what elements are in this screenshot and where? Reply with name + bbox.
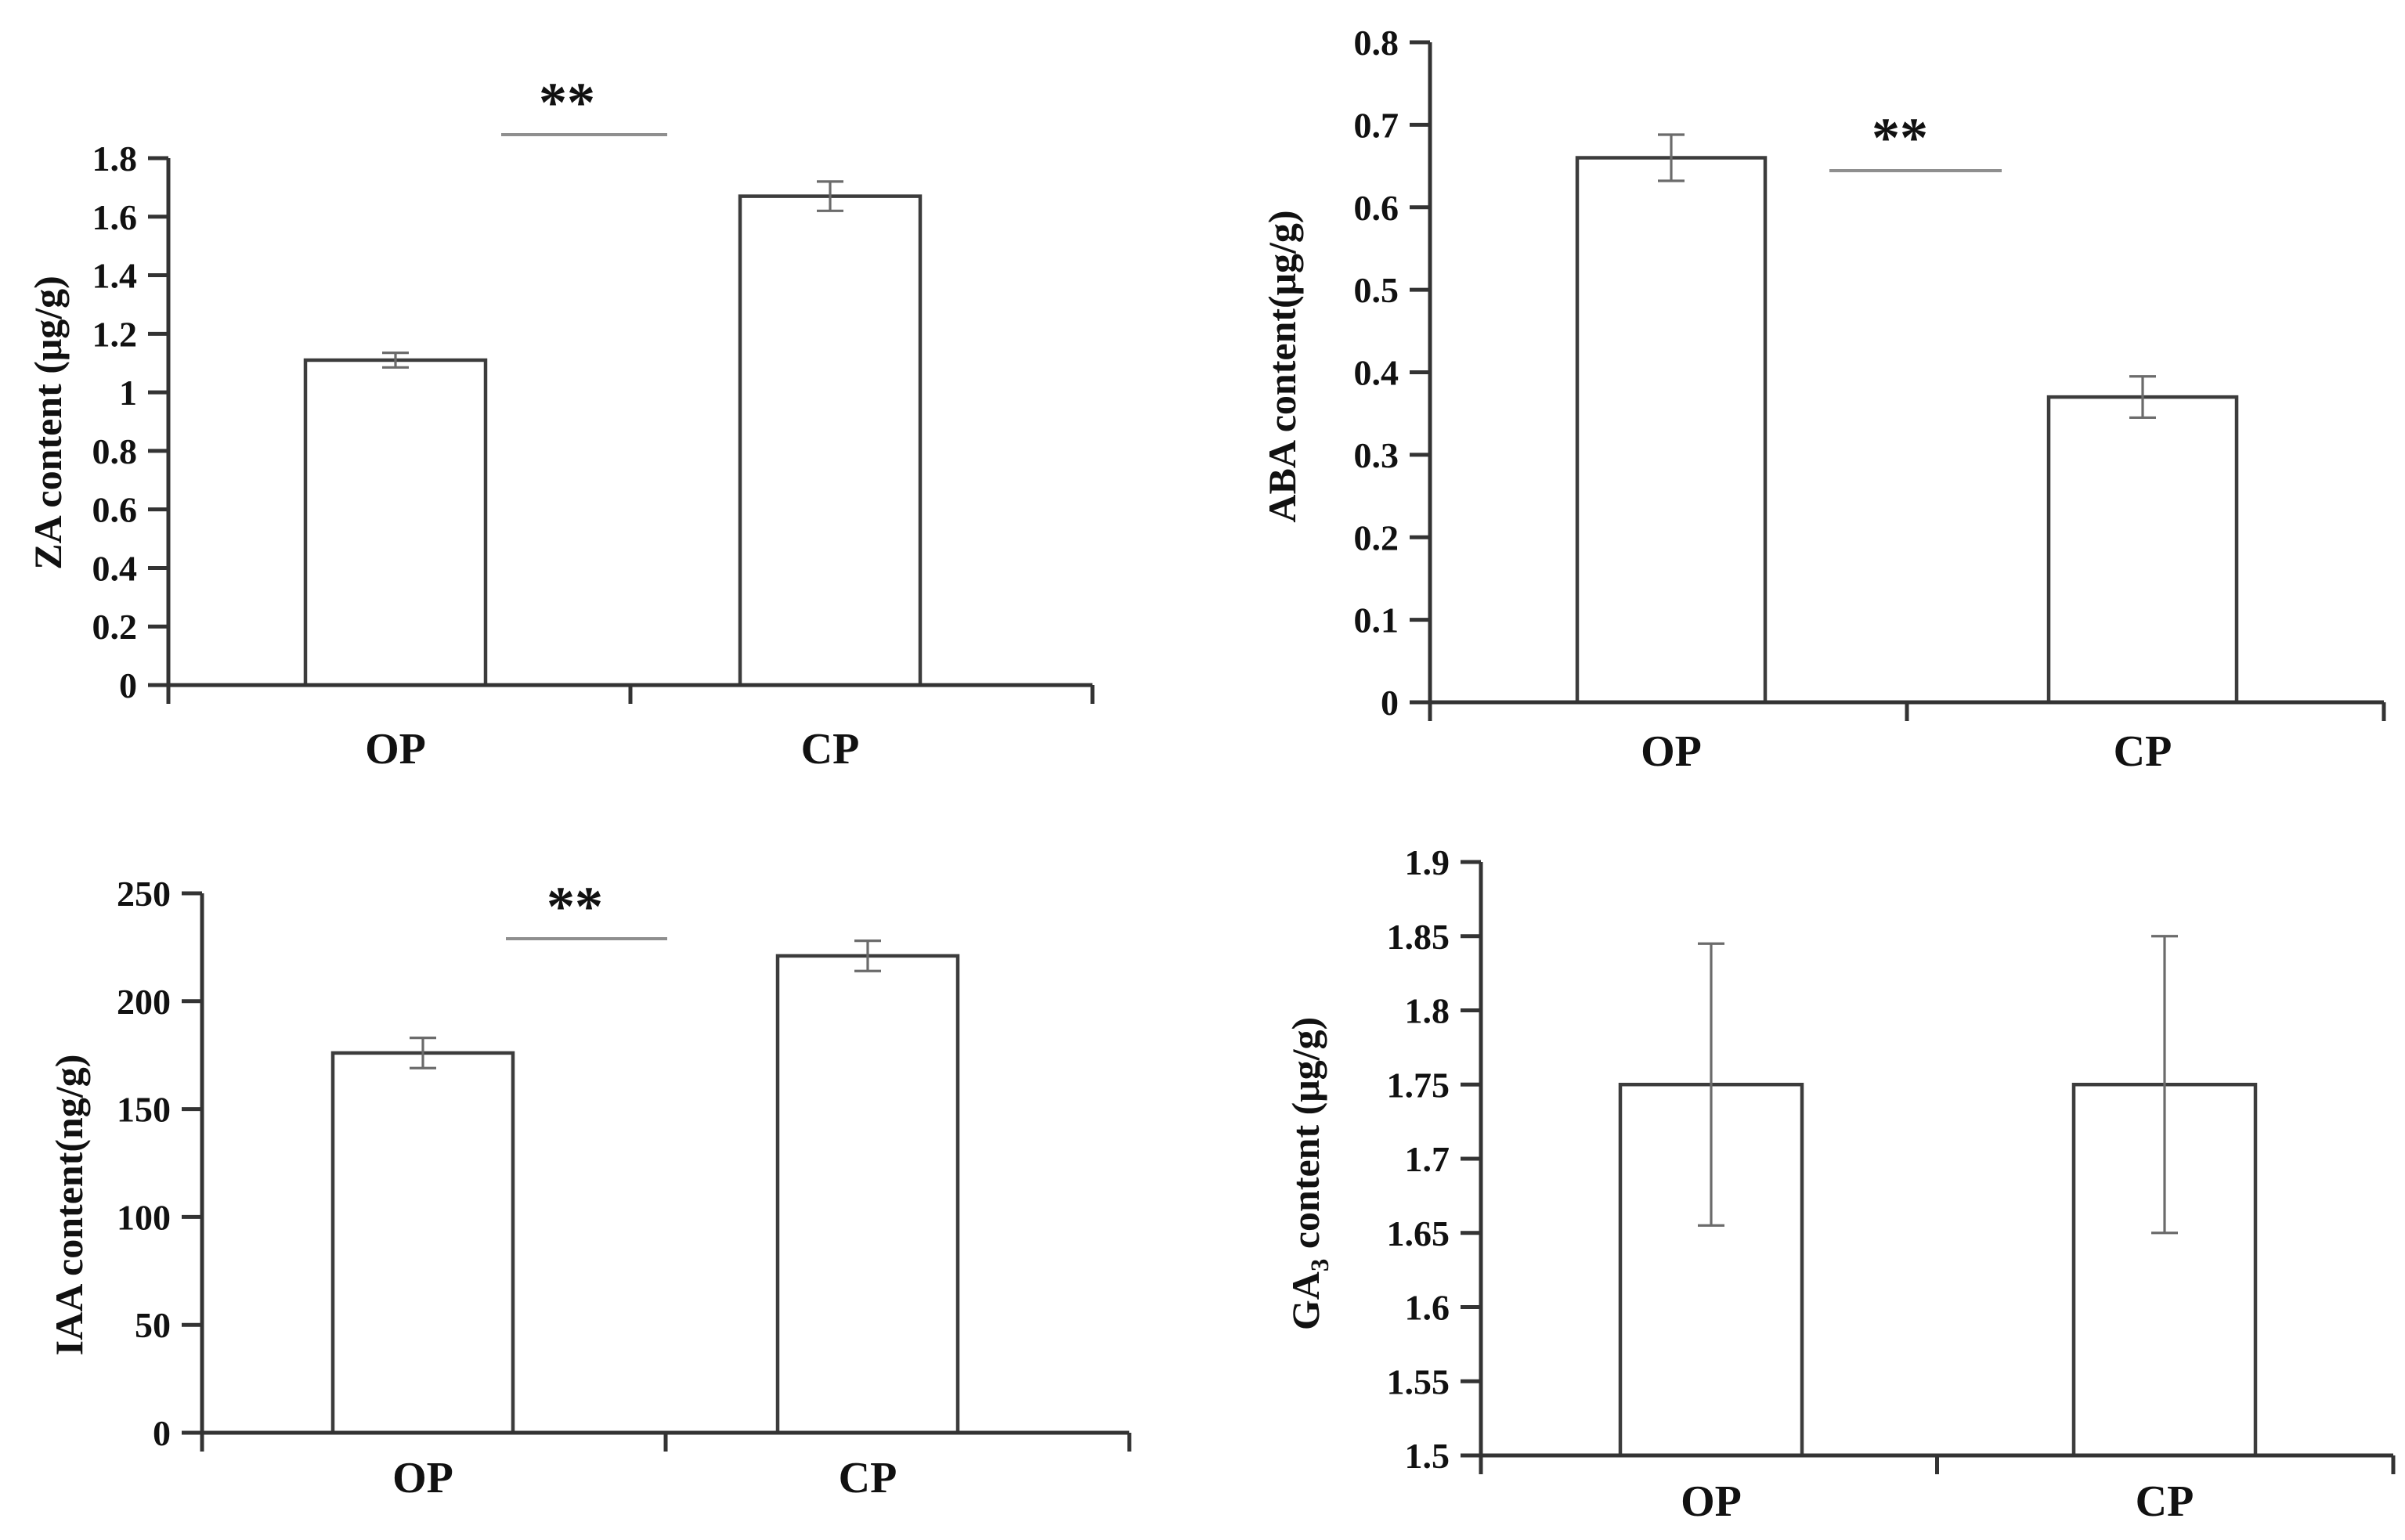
y-axis-label: ZA content (μg/g) <box>26 276 70 570</box>
y-tick-label: 1.9 <box>1405 842 1450 882</box>
axes <box>1479 862 2396 1474</box>
y-tick-label: 1.75 <box>1387 1065 1450 1105</box>
y-tick-label: 1.4 <box>92 256 138 296</box>
y-tick-label: 0.1 <box>1354 600 1399 640</box>
error-bar-cp <box>817 180 843 212</box>
error-bar-cp <box>854 940 881 972</box>
bar-cp <box>775 954 960 1435</box>
x-category-label-cp: CP <box>2114 727 2172 770</box>
x-category-label-cp: CP <box>2136 1477 2194 1526</box>
error-bar-op <box>1658 133 1685 182</box>
y-tick-label: 200 <box>117 982 171 1022</box>
y-tick-label: 0 <box>1381 683 1399 723</box>
x-category-label-op: OP <box>1681 1477 1742 1526</box>
bar-cp <box>738 194 923 687</box>
error-bar-op <box>1698 942 1724 1227</box>
axes <box>200 893 1132 1452</box>
error-bar-cp <box>2151 935 2178 1235</box>
y-tick-label: 0.8 <box>1354 23 1399 63</box>
y-tick-label: 1.55 <box>1387 1361 1450 1401</box>
y-tick-label: 1.8 <box>1405 991 1450 1031</box>
y-tick-label: 0.4 <box>92 548 138 588</box>
x-category-label-cp: CP <box>801 725 860 770</box>
y-tick-label: 1.65 <box>1387 1214 1450 1253</box>
y-tick-label: 0.5 <box>1354 270 1399 310</box>
y-tick-label: 1.85 <box>1387 917 1450 957</box>
x-category-label-op: OP <box>392 1454 453 1502</box>
y-tick-label: 1.7 <box>1405 1139 1450 1179</box>
axes <box>1428 42 2386 721</box>
error-bar-cp <box>2129 375 2156 420</box>
bar-op <box>1575 156 1768 705</box>
y-tick-label: 1 <box>119 373 137 413</box>
y-tick-label: 0 <box>119 665 137 705</box>
panel-iaa-chart: OP CP 0 50 100 150 200 250 IAA content(ng/g) ** <box>0 770 1202 1540</box>
y-tick-label: 0.4 <box>1354 353 1399 393</box>
ga3-chart-svg: OP CP 1.5 1.55 1.6 1.65 1.7 1.75 1.8 1.85 1.9 GA3 c… <box>1284 842 2396 1526</box>
significance-marker: ** <box>547 875 603 938</box>
panel-aba-chart: OP CP 0 0.1 0.2 0.3 0.4 0.5 0.6 0.7 0.8 ABA content… <box>1203 0 2405 776</box>
bar-op <box>330 1051 515 1435</box>
y-tick-label: 250 <box>117 874 171 914</box>
y-tick-label: 50 <box>135 1305 171 1345</box>
y-tick-label: 0.6 <box>92 490 138 530</box>
bar-cp <box>2046 395 2239 705</box>
x-category-label-op: OP <box>365 725 426 770</box>
y-tick-label: 1.6 <box>92 197 138 237</box>
y-tick-label: 0.3 <box>1354 435 1399 475</box>
y-tick-label: 0.6 <box>1354 188 1399 228</box>
panel-ga3-chart: OP CP 1.5 1.55 1.6 1.65 1.7 1.75 1.8 1.85 1.9 GA3 c… <box>1203 770 2405 1540</box>
x-category-label-cp: CP <box>839 1454 897 1502</box>
y-tick-label: 1.5 <box>1405 1436 1450 1476</box>
y-tick-label: 1.8 <box>92 139 138 179</box>
y-tick-label: 1.2 <box>92 314 138 354</box>
y-tick-label: 100 <box>117 1197 171 1237</box>
iaa-chart-svg: OP CP 0 50 100 150 200 250 IAA content(ng/g) ** <box>47 874 1132 1502</box>
significance-marker: ** <box>539 71 595 134</box>
x-category-label-op: OP <box>1641 727 1702 770</box>
y-axis-label: GA3 content (μg/g) <box>1284 1017 1334 1330</box>
aba-chart-svg: OP CP 0 0.1 0.2 0.3 0.4 0.5 0.6 0.7 0.8 ABA content… <box>1260 23 2386 776</box>
y-tick-label: 0 <box>153 1413 171 1453</box>
y-tick-label: 150 <box>117 1090 171 1130</box>
y-tick-label: 0.2 <box>92 607 138 647</box>
error-bar-op <box>410 1037 436 1069</box>
axes <box>166 158 1095 704</box>
y-tick-label: 0.2 <box>1354 518 1399 557</box>
y-tick-label: 0.7 <box>1354 105 1399 145</box>
y-axis-label: IAA content(ng/g) <box>47 1055 91 1356</box>
panel-za-chart: OP CP 0 0.2 0.4 0.6 0.8 1 1.2 1.4 1.6 1.8 ZA content… <box>0 0 1202 774</box>
significance-marker: ** <box>1872 106 1928 169</box>
y-tick-label: 0.8 <box>92 431 138 471</box>
za-chart-svg: OP CP 0 0.2 0.4 0.6 0.8 1 1.2 1.4 1.6 1.8 ZA content… <box>26 71 1095 774</box>
error-bar-op <box>382 352 409 369</box>
y-tick-label: 1.6 <box>1405 1288 1450 1328</box>
y-axis-label: ABA content(μg/g) <box>1260 210 1304 522</box>
bar-op <box>303 358 488 687</box>
